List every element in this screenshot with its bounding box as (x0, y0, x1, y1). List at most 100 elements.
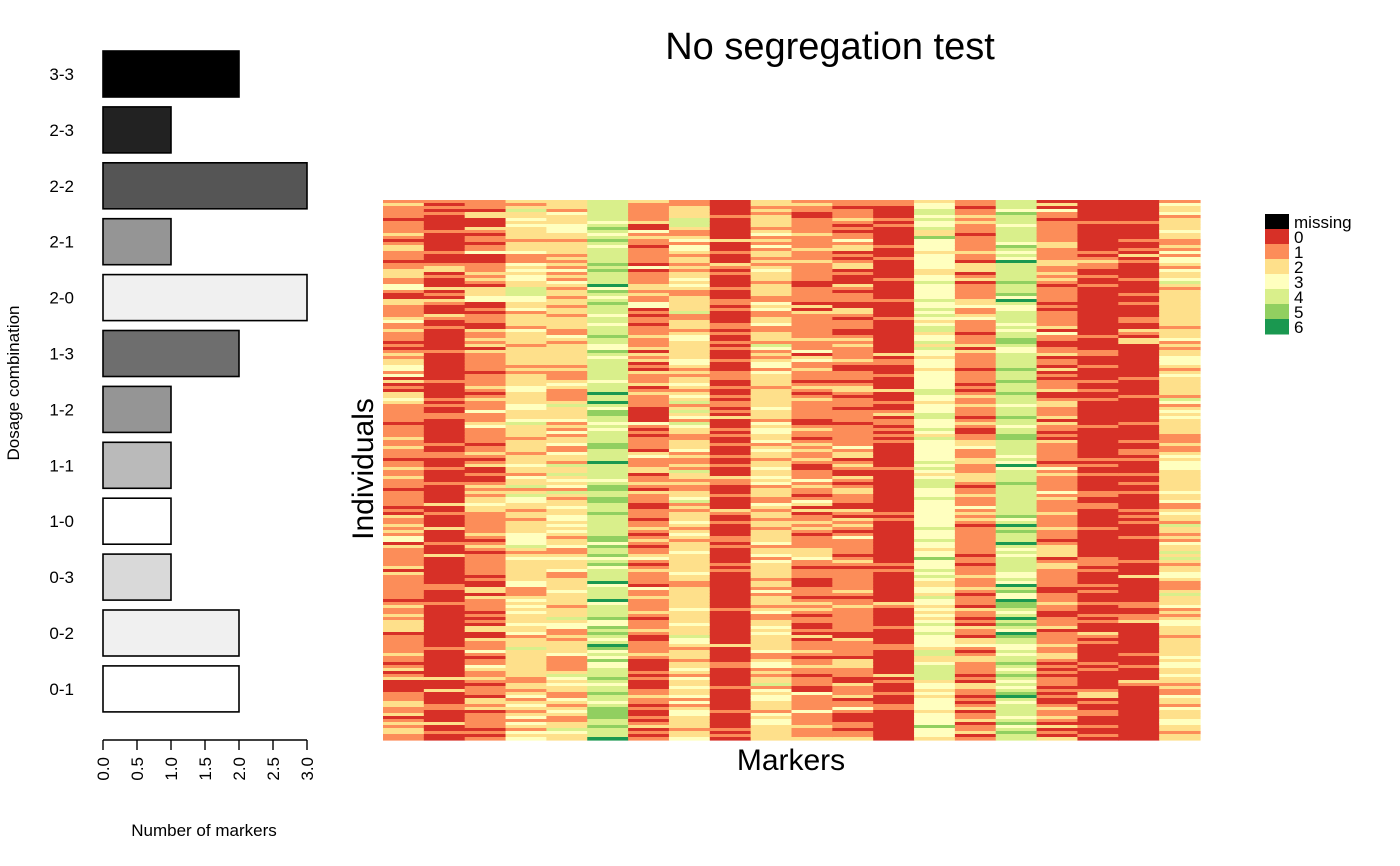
heatmap-cell (1118, 281, 1160, 285)
heatmap-cell (668, 347, 711, 351)
heatmap-cell (954, 632, 997, 636)
heatmap-cell (832, 248, 874, 252)
heatmap-cell (709, 224, 752, 228)
heatmap-cell (750, 737, 793, 741)
heatmap-cell (505, 635, 547, 639)
heatmap-cell (1159, 665, 1201, 669)
heatmap-cell (628, 647, 670, 651)
heatmap-cell (464, 500, 507, 504)
heatmap-cell (587, 623, 629, 627)
heatmap-cell (628, 476, 670, 480)
heatmap-cell (954, 209, 997, 213)
heatmap-cell (873, 536, 915, 540)
heatmap-cell (995, 557, 1038, 561)
heatmap-cell (1077, 404, 1119, 408)
heatmap-cell (1159, 614, 1201, 618)
heatmap-cell (954, 407, 997, 411)
heatmap-cell (709, 488, 752, 492)
heatmap-cell (587, 641, 629, 645)
heatmap-cell (668, 359, 711, 363)
heatmap-cell (832, 734, 874, 738)
heatmap-cell (914, 383, 956, 387)
heatmap-cell (505, 587, 547, 591)
heatmap-cell (423, 515, 466, 519)
bar-2-3 (102, 106, 172, 154)
heatmap-cell (668, 395, 711, 399)
heatmap-cell (873, 470, 915, 474)
heatmap-cell (1077, 608, 1119, 612)
heatmap-cell (464, 683, 507, 687)
heatmap-cell (709, 302, 752, 306)
heatmap-cell (668, 491, 711, 495)
heatmap-cell (1118, 689, 1160, 693)
heatmap-cell (709, 476, 752, 480)
heatmap-cell (668, 449, 711, 453)
heatmap-cell (1118, 350, 1160, 354)
heatmap-cell (546, 425, 588, 429)
heatmap-cell (1077, 701, 1119, 705)
heatmap-cell (1036, 527, 1079, 531)
heatmap-cell (628, 539, 670, 543)
heatmap-cell (423, 713, 466, 717)
heatmap-cell (914, 500, 956, 504)
heatmap-cell (464, 701, 507, 705)
heatmap-cell (832, 563, 874, 567)
heatmap-cell (628, 461, 670, 465)
heatmap-cell (1118, 578, 1160, 582)
heatmap-cell (668, 440, 711, 444)
heatmap-cell (1036, 410, 1079, 414)
heatmap-cell (546, 725, 588, 729)
heatmap-cell (668, 425, 711, 429)
heatmap-cell (1036, 401, 1079, 405)
heatmap-cell (791, 200, 833, 204)
heatmap-cell (1036, 602, 1079, 606)
heatmap-cell (995, 665, 1038, 669)
heatmap-cell (1118, 611, 1160, 615)
heatmap-cell (383, 599, 425, 603)
heatmap-cell (709, 287, 752, 291)
heatmap-cell (791, 395, 833, 399)
heatmap-cell (505, 563, 547, 567)
heatmap-cell (995, 701, 1038, 705)
heatmap-cell (1036, 380, 1079, 384)
heatmap-cell (546, 530, 588, 534)
heatmap-cell (873, 641, 915, 645)
heatmap-cell (668, 203, 711, 207)
heatmap-cell (1077, 737, 1119, 741)
heatmap-cell (750, 434, 793, 438)
heatmap-cell (587, 626, 629, 630)
heatmap-cell (995, 275, 1038, 279)
heatmap-cell (995, 575, 1038, 579)
heatmap-cell (1036, 734, 1079, 738)
heatmap-cell (873, 593, 915, 597)
heatmap-cell (546, 260, 588, 264)
heatmap-cell (383, 281, 425, 285)
heatmap-cell (423, 650, 466, 654)
heatmap-cell (1159, 497, 1201, 501)
heatmap-cell (423, 260, 466, 264)
heatmap-cell (628, 422, 670, 426)
heatmap-cell (1077, 659, 1119, 663)
heatmap-cell (423, 287, 466, 291)
heatmap-cell (505, 248, 547, 252)
heatmap-cell (873, 491, 915, 495)
heatmap-cell (668, 275, 711, 279)
heatmap-cell (1159, 707, 1201, 711)
heatmap-cell (668, 221, 711, 225)
heatmap-cell (750, 515, 793, 519)
heatmap-cell (832, 353, 874, 357)
heatmap-cell (505, 272, 547, 276)
heatmap-cell (1159, 500, 1201, 504)
heatmap-cell (668, 734, 711, 738)
heatmap-cell (873, 284, 915, 288)
heatmap-cell (464, 563, 507, 567)
heatmap-cell (1077, 563, 1119, 567)
heatmap-cell (1159, 275, 1201, 279)
heatmap-cell (914, 524, 956, 528)
heatmap-cell (709, 491, 752, 495)
heatmap-cell (628, 590, 670, 594)
heatmap-cell (791, 293, 833, 297)
heatmap-cell (423, 461, 466, 465)
heatmap-cell (873, 608, 915, 612)
heatmap-cell (1118, 485, 1160, 489)
